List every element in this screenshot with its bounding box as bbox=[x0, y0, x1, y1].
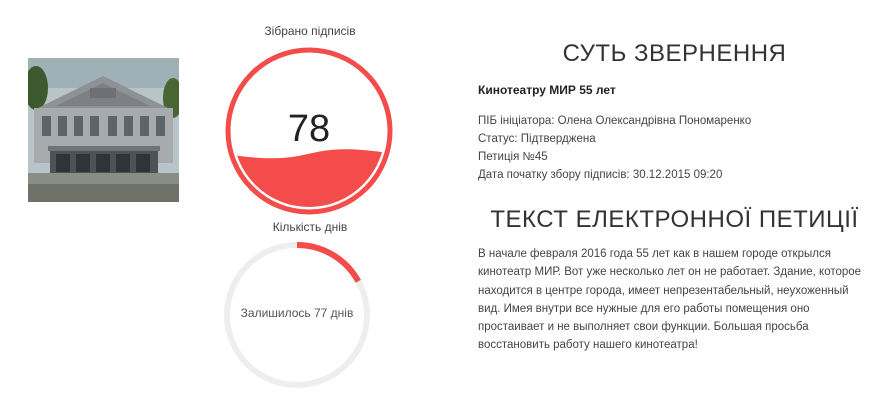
petition-body-text: В начале февраля 2016 года 55 лет как в … bbox=[478, 248, 862, 352]
essence-heading: СУТЬ ЗВЕРНЕННЯ bbox=[562, 40, 787, 67]
signatures-progress-circle bbox=[225, 47, 393, 215]
start-date-field: Дата початку збору підписів: 30.12.2015 … bbox=[478, 169, 723, 181]
petition-text-heading: ТЕКСТ ЕЛЕКТРОННОЇ ПЕТИЦІЇ bbox=[490, 206, 859, 233]
petition-title: Кинотеатру МИР 55 лет bbox=[478, 83, 616, 97]
days-remaining-text: Залишилось 77 днів bbox=[240, 306, 354, 320]
days-label: Кількість днів bbox=[272, 220, 348, 234]
days-progress-arc bbox=[296, 242, 361, 283]
signatures-ring bbox=[225, 47, 393, 215]
initiator-field: ПІБ ініціатора: Олена Олександрівна Поно… bbox=[478, 115, 752, 127]
petition-number-field: Петиція №45 bbox=[478, 151, 548, 163]
petition-meta: ПІБ ініціатора: Олена Олександрівна Поно… bbox=[478, 112, 751, 184]
cinema-building-photo bbox=[28, 58, 179, 202]
signatures-label: Зібрано підписів bbox=[264, 24, 356, 38]
status-field: Статус: Підтверджена bbox=[478, 133, 596, 145]
days-progress-circle bbox=[224, 242, 370, 388]
signatures-count: 78 bbox=[287, 108, 331, 150]
